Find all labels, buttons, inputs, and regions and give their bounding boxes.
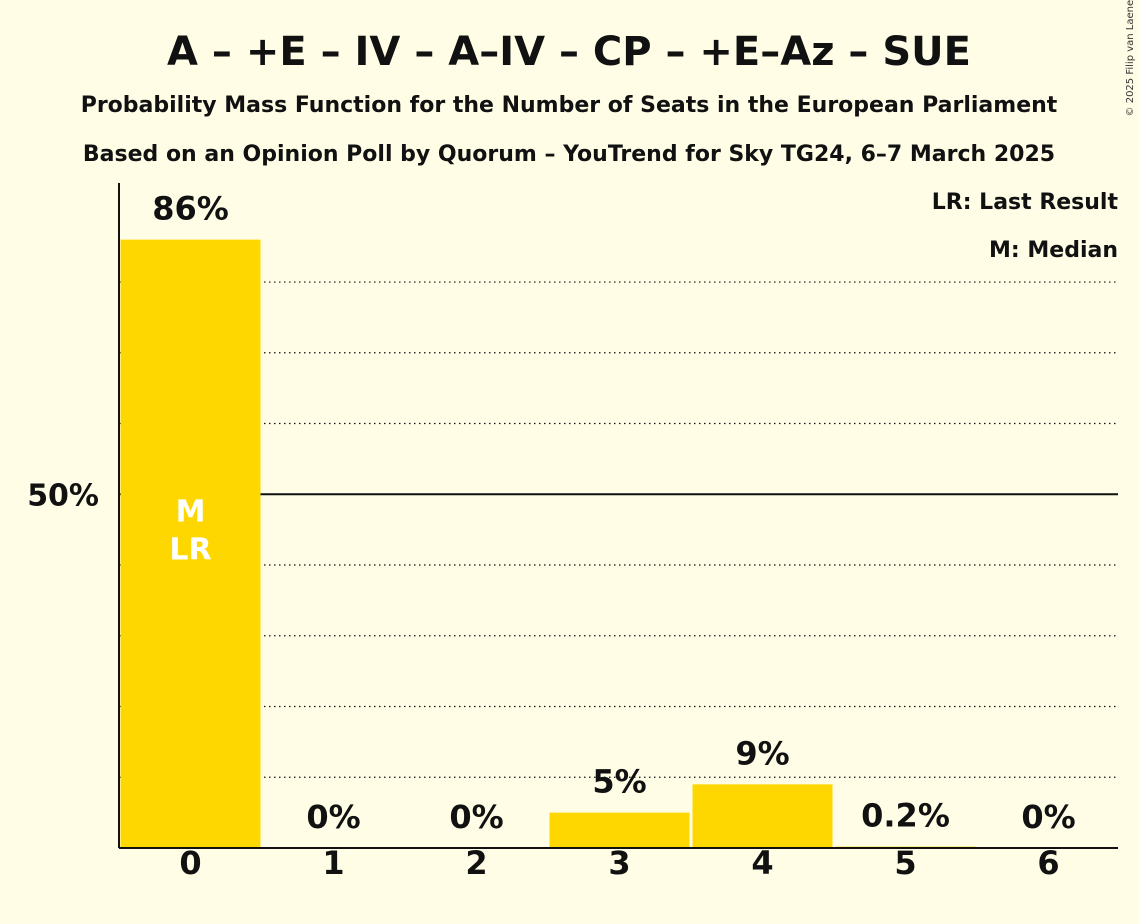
bar-marker-m: M (176, 494, 206, 529)
data-label-seats-6: 0% (1021, 798, 1075, 836)
x-tick-3: 3 (608, 844, 630, 882)
legend-entry-last-result: LR: Last Result (932, 190, 1119, 215)
x-tick-1: 1 (322, 844, 344, 882)
axes: 0 1 2 3 4 5 6 50% (27, 183, 1118, 882)
x-tick-0: 0 (179, 844, 201, 882)
chart-subtitle-source: Based on an Opinion Poll by Quorum – You… (83, 142, 1055, 167)
data-label-seats-1: 0% (306, 798, 360, 836)
chart-subtitle: Probability Mass Function for the Number… (81, 93, 1058, 118)
bar-marker-lr: LR (169, 532, 211, 567)
legend-entry-median: M: Median (989, 238, 1118, 263)
data-label-seats-4: 9% (735, 734, 789, 772)
x-tick-4: 4 (751, 844, 773, 882)
chart-title: A – +E – IV – A–IV – CP – +E–Az – SUE (167, 29, 971, 75)
data-label-seats-5: 0.2% (861, 797, 950, 835)
bar-seats-0 (120, 239, 261, 848)
copyright-note: © 2025 Filip van Laenen (1125, 0, 1136, 116)
bars (120, 239, 976, 848)
x-tick-2: 2 (465, 844, 487, 882)
data-labels: 86% 0% 0% 5% 9% 0.2% 0% MLR (152, 190, 1075, 836)
data-label-seats-2: 0% (449, 798, 503, 836)
x-tick-6: 6 (1037, 844, 1059, 882)
x-tick-5: 5 (894, 844, 916, 882)
gridlines (119, 281, 1118, 778)
data-label-seats-3: 5% (592, 763, 646, 801)
bar-seats-4 (692, 784, 833, 848)
y-tick-50: 50% (27, 478, 99, 513)
data-label-seats-0: 86% (152, 190, 229, 228)
bar-seats-3 (549, 812, 690, 848)
